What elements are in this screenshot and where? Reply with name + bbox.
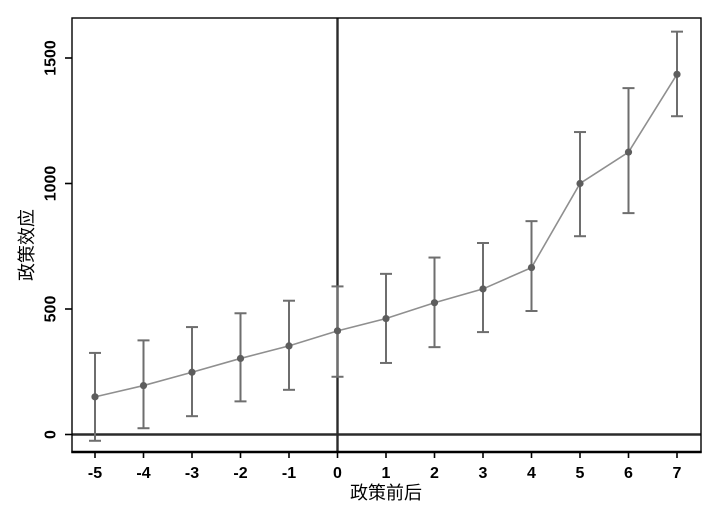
data-point-marker	[673, 70, 681, 78]
data-point-marker	[285, 342, 293, 350]
x-axis-tick-label: -3	[185, 465, 199, 482]
y-axis-tick-label: 0	[43, 430, 60, 439]
y-axis-tick-label: 1500	[43, 40, 60, 76]
x-axis-tick-label: 4	[527, 465, 536, 482]
data-point-marker	[382, 314, 390, 323]
x-axis-tick-label: 7	[673, 465, 682, 482]
x-axis-tick-label: -4	[136, 465, 150, 482]
x-axis-tick-label: -1	[282, 465, 296, 482]
data-point-marker	[479, 285, 487, 293]
y-axis-title: 政策效应	[17, 209, 37, 281]
x-axis-tick-label: 5	[576, 465, 585, 482]
data-point-marker	[527, 263, 536, 272]
data-point-marker	[624, 148, 633, 156]
data-point-marker	[91, 393, 99, 401]
x-axis-tick-label: -5	[88, 465, 102, 482]
x-axis-tick-label: -2	[233, 465, 247, 482]
data-point-marker	[188, 368, 196, 376]
x-axis-title: 政策前后	[350, 483, 422, 503]
x-axis-tick-label: 1	[382, 465, 391, 482]
x-axis-tick-label: 6	[624, 465, 633, 482]
x-axis-tick-label: 0	[333, 465, 342, 482]
data-point-marker	[430, 299, 439, 307]
y-axis-tick-label: 1000	[43, 166, 60, 202]
plot-border	[71, 17, 702, 453]
y-axis-tick-label: 500	[43, 296, 60, 323]
x-axis-tick-label: 2	[430, 465, 439, 482]
data-point-marker	[139, 381, 148, 390]
data-point-marker	[236, 354, 245, 363]
x-axis-tick-label: 3	[479, 465, 488, 482]
data-point-marker	[333, 327, 342, 335]
data-point-marker	[576, 179, 584, 188]
